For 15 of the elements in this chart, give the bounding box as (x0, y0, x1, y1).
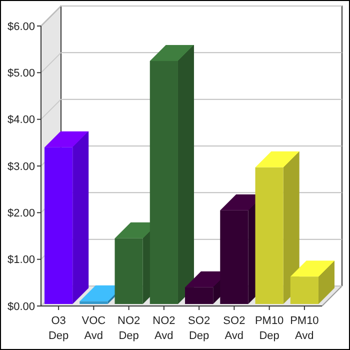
y-tick-label: $0.00 (7, 300, 35, 313)
x-tick-label: SO2 Avd (223, 315, 246, 342)
x-tick-label: SO2 Dep (188, 315, 210, 342)
x-tick-label: PM10 Dep (254, 315, 284, 342)
x-tick-label: NO2 Avd (152, 315, 176, 342)
y-tick-label: $3.00 (7, 160, 35, 173)
y-tick-label: $6.00 (7, 20, 35, 33)
x-tick-label: NO2 Dep (118, 315, 140, 342)
y-tick-label: $2.00 (7, 208, 35, 220)
x-tick-label: VOC Avd (82, 315, 106, 342)
y-tick-label: $1.00 (7, 254, 35, 266)
y-tick-label: $4.00 (7, 114, 35, 126)
y-tick-label: $5.00 (7, 68, 35, 80)
x-tick-label: O3 Dep (48, 315, 69, 342)
x-tick-label: PM10 Avd (290, 315, 319, 342)
